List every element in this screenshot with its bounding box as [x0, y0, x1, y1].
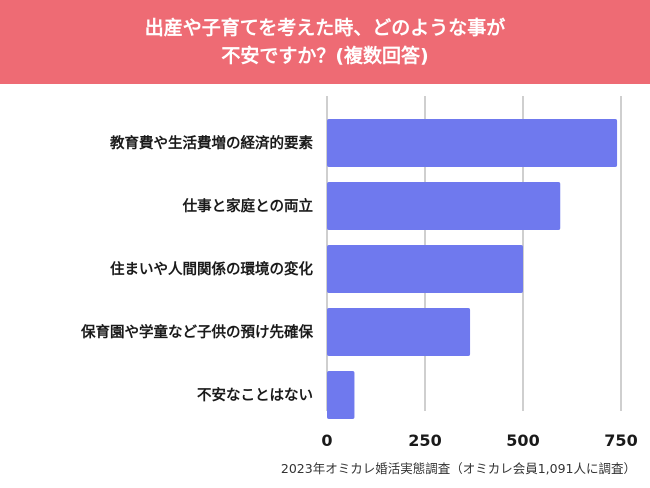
bar: [327, 371, 355, 419]
bar: [327, 308, 471, 356]
bar: [327, 182, 561, 230]
x-tick-label: 0: [321, 431, 332, 450]
category-label: 教育費や生活費増の経済的要素: [109, 134, 313, 152]
horizontal-bar-chart: 0 250 500 750 教育費や生活費増の経済的要素仕事と家庭との両立住まいや人間関…: [80, 96, 638, 450]
x-tick-label: 750: [604, 431, 637, 450]
chart-title-banner: 出産や子育てを考えた時、どのような事が 不安ですか？(複数回答): [0, 0, 650, 84]
category-label: 保育園や学童など子供の預け先確保: [80, 323, 313, 341]
x-tick-label: 500: [506, 431, 539, 450]
category-label: 仕事と家庭との両立: [182, 197, 314, 215]
bar: [327, 119, 618, 167]
chart-title-line-2: 不安ですか？(複数回答): [221, 45, 429, 67]
category-label: 住まいや人間関係の環境の変化: [110, 260, 313, 278]
x-tick-label: 250: [408, 431, 441, 450]
bar: [327, 245, 523, 293]
chart-title-line-1: 出産や子育てを考えた時、どのような事が: [144, 17, 506, 39]
source-note: 2023年オミカレ婚活実態調査（オミカレ会員1,091人に調査）: [280, 461, 636, 476]
category-label: 不安なことはない: [197, 386, 313, 404]
